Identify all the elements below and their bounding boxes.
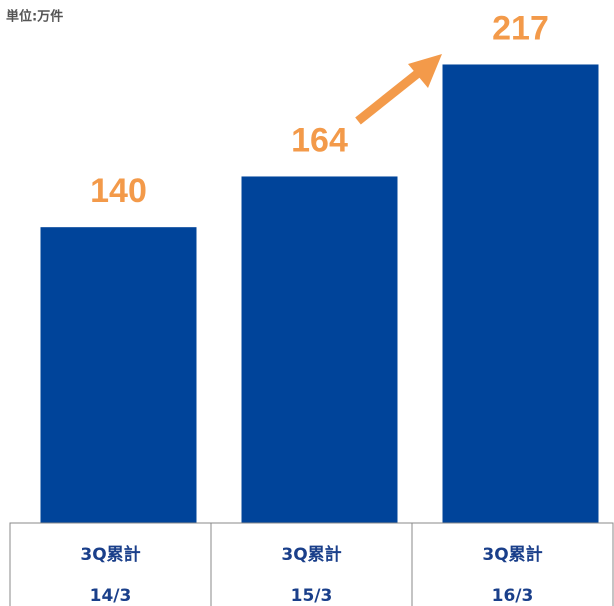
arrow-shaft bbox=[355, 66, 425, 125]
category-note: 3Q累計 bbox=[80, 544, 140, 565]
category-label: 16/3 bbox=[492, 586, 534, 606]
data-label: 164 bbox=[291, 121, 348, 159]
table-cell bbox=[411, 522, 614, 606]
category-label: 14/3 bbox=[90, 586, 132, 606]
growth-arrow bbox=[355, 54, 442, 125]
arrow-head bbox=[408, 54, 442, 88]
category-label: 15/3 bbox=[291, 586, 333, 606]
data-label: 217 bbox=[492, 9, 549, 47]
unit-label: 単位:万件 bbox=[6, 9, 63, 25]
bar bbox=[241, 176, 398, 523]
category-note: 3Q累計 bbox=[281, 544, 341, 565]
category-note: 3Q累計 bbox=[482, 544, 542, 565]
data-label: 140 bbox=[90, 172, 147, 210]
bar bbox=[40, 227, 197, 523]
bar bbox=[442, 64, 599, 523]
